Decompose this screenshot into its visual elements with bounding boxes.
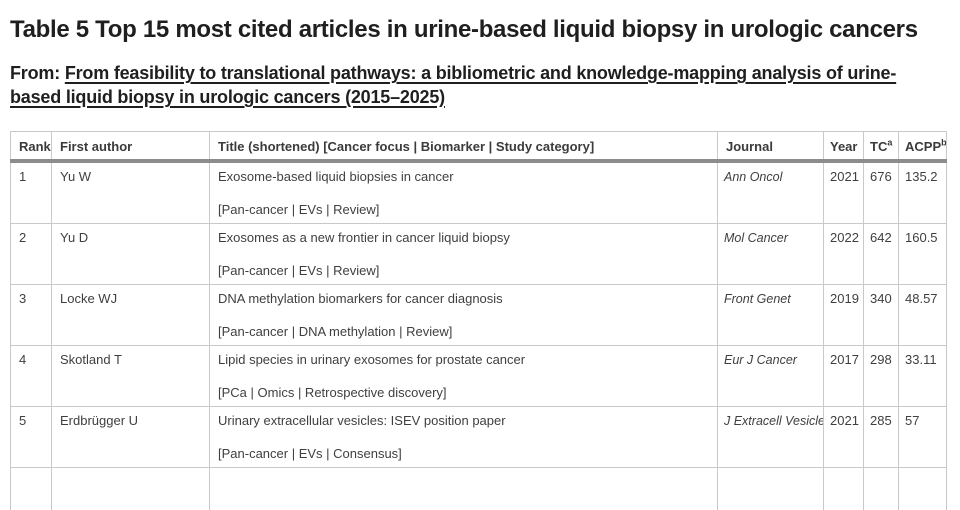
article-tags: [Pan-cancer | DNA methylation | Review] xyxy=(218,324,453,339)
article-title: Lipid species in urinary exosomes for pr… xyxy=(218,352,526,367)
cell-first-author: Yu D xyxy=(51,223,210,285)
article-title: Urinary extracellular vesicles: ISEV pos… xyxy=(218,413,506,428)
col-header-title: Title (shortened) [Cancer focus | Biomar… xyxy=(209,131,718,163)
table-caption: Table 5 Top 15 most cited articles in ur… xyxy=(10,16,918,43)
cell-title: Exosome-based liquid biopsies in cancer … xyxy=(209,160,718,224)
table-row: 1 Yu W Exosome-based liquid biopsies in … xyxy=(10,160,947,224)
cited-articles-table: Rank First author Title (shortened) [Can… xyxy=(10,131,947,510)
cell-year: 2021 xyxy=(823,406,864,468)
article-tags: [PCa | Omics | Retrospective discovery] xyxy=(218,385,447,400)
cell-journal: Ann Oncol xyxy=(717,160,824,224)
cell-year: 2021 xyxy=(823,160,864,224)
cell-rank: 4 xyxy=(10,345,52,407)
cell-acpp: 57 xyxy=(898,406,947,468)
cell-title xyxy=(209,467,718,510)
cell-acpp: 160.5 xyxy=(898,223,947,285)
col-header-journal: Journal xyxy=(717,131,824,163)
article-title: DNA methylation biomarkers for cancer di… xyxy=(218,291,503,306)
cell-first-author: Locke WJ xyxy=(51,284,210,346)
cell-acpp xyxy=(898,467,947,510)
source-line: From: From feasibility to translational … xyxy=(10,61,940,109)
col-header-year: Year xyxy=(823,131,864,163)
cell-acpp: 33.11 xyxy=(898,345,947,407)
table-row: 3 Locke WJ DNA methylation biomarkers fo… xyxy=(10,284,947,346)
article-title: Exosomes as a new frontier in cancer liq… xyxy=(218,230,510,245)
article-tags: [Pan-cancer | EVs | Review] xyxy=(218,263,380,278)
cell-tc: 676 xyxy=(863,160,899,224)
cell-first-author: Erdbrügger U xyxy=(51,406,210,468)
cell-acpp: 48.57 xyxy=(898,284,947,346)
cell-journal xyxy=(717,467,824,510)
cell-tc: 285 xyxy=(863,406,899,468)
cell-rank: 2 xyxy=(10,223,52,285)
cell-first-author: Yu W xyxy=(51,160,210,224)
table-row: 5 Erdbrügger U Urinary extracellular ves… xyxy=(10,406,947,468)
cell-rank: 5 xyxy=(10,406,52,468)
cell-tc: 298 xyxy=(863,345,899,407)
col-header-acpp: ACPPb xyxy=(898,131,947,163)
col-header-first-author: First author xyxy=(51,131,210,163)
cell-rank: 1 xyxy=(10,160,52,224)
cell-tc xyxy=(863,467,899,510)
article-title: Exosome-based liquid biopsies in cancer xyxy=(218,169,454,184)
from-label: From: xyxy=(10,63,60,83)
cell-year: 2019 xyxy=(823,284,864,346)
cell-year: 2022 xyxy=(823,223,864,285)
cell-year xyxy=(823,467,864,510)
cell-first-author: Skotland T xyxy=(51,345,210,407)
cell-title: Urinary extracellular vesicles: ISEV pos… xyxy=(209,406,718,468)
cell-journal: Front Genet xyxy=(717,284,824,346)
cell-journal: Eur J Cancer xyxy=(717,345,824,407)
cell-year: 2017 xyxy=(823,345,864,407)
cell-journal: J Extracell Vesicles xyxy=(717,406,824,468)
cell-rank xyxy=(10,467,52,510)
cell-title: DNA methylation biomarkers for cancer di… xyxy=(209,284,718,346)
col-header-tc: TCa xyxy=(863,131,899,163)
article-tags: [Pan-cancer | EVs | Review] xyxy=(218,202,380,217)
article-tags: [Pan-cancer | EVs | Consensus] xyxy=(218,446,402,461)
article-table-page: Table 5 Top 15 most cited articles in ur… xyxy=(10,14,950,510)
cell-journal: Mol Cancer xyxy=(717,223,824,285)
cell-tc: 340 xyxy=(863,284,899,346)
source-article-link[interactable]: From feasibility to translational pathwa… xyxy=(10,63,897,107)
cell-title: Lipid species in urinary exosomes for pr… xyxy=(209,345,718,407)
table-row: 2 Yu D Exosomes as a new frontier in can… xyxy=(10,223,947,285)
table-row xyxy=(10,467,947,510)
cell-rank: 3 xyxy=(10,284,52,346)
cell-first-author xyxy=(51,467,210,510)
cell-acpp: 135.2 xyxy=(898,160,947,224)
cell-title: Exosomes as a new frontier in cancer liq… xyxy=(209,223,718,285)
header-row: Rank First author Title (shortened) [Can… xyxy=(10,131,947,163)
cell-tc: 642 xyxy=(863,223,899,285)
table-row: 4 Skotland T Lipid species in urinary ex… xyxy=(10,345,947,407)
col-header-rank: Rank xyxy=(10,131,52,163)
